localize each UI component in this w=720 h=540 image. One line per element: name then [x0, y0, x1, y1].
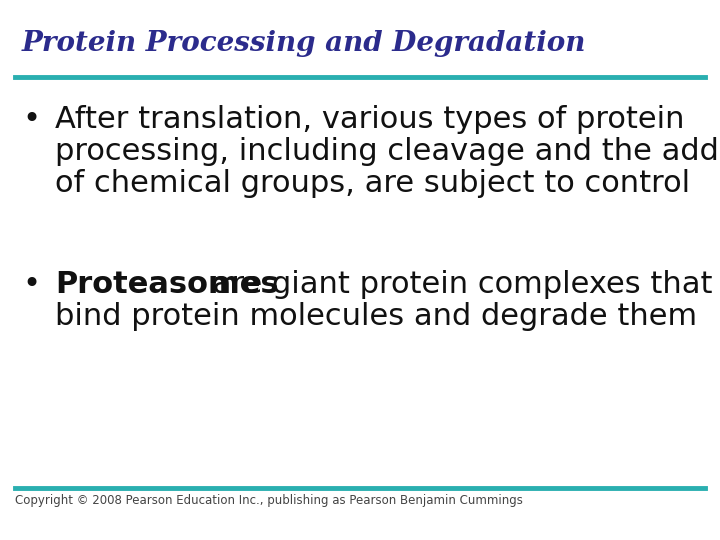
Text: Protein Processing and Degradation: Protein Processing and Degradation — [22, 30, 586, 57]
Text: processing, including cleavage and the addition: processing, including cleavage and the a… — [55, 137, 720, 166]
Text: Proteasomes: Proteasomes — [55, 270, 279, 299]
Text: of chemical groups, are subject to control: of chemical groups, are subject to contr… — [55, 169, 690, 198]
Text: are giant protein complexes that: are giant protein complexes that — [203, 270, 713, 299]
Text: bind protein molecules and degrade them: bind protein molecules and degrade them — [55, 302, 697, 331]
Text: •: • — [22, 270, 40, 299]
Text: Copyright © 2008 Pearson Education Inc., publishing as Pearson Benjamin Cummings: Copyright © 2008 Pearson Education Inc.,… — [15, 494, 523, 507]
Text: •: • — [22, 105, 40, 134]
Text: After translation, various types of protein: After translation, various types of prot… — [55, 105, 685, 134]
